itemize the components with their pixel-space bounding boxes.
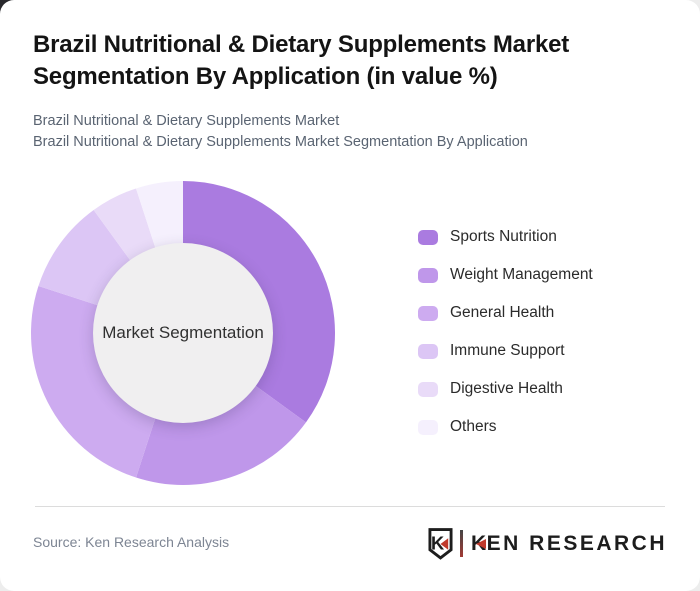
logo-divider-bar bbox=[459, 530, 463, 557]
legend-label: Others bbox=[450, 418, 497, 435]
legend-item-weight-management[interactable]: Weight Management bbox=[418, 266, 593, 283]
logo-red-triangle-icon bbox=[475, 538, 486, 549]
legend-label: Weight Management bbox=[450, 266, 593, 283]
legend-label: General Health bbox=[450, 304, 555, 321]
legend-label: Immune Support bbox=[450, 342, 565, 359]
source-text: Source: Ken Research Analysis bbox=[33, 534, 230, 550]
chart-legend: Sports Nutrition Weight Management General… bbox=[418, 228, 593, 457]
ken-research-logo: K K EN RESEARCH bbox=[428, 527, 667, 560]
donut-chart: Market Segmentation bbox=[31, 181, 335, 485]
legend-swatch-icon bbox=[418, 305, 438, 321]
donut-center: Market Segmentation bbox=[93, 243, 273, 423]
ken-research-badge-icon: K bbox=[428, 527, 453, 560]
page-title: Brazil Nutritional & Dietary Supplements… bbox=[33, 31, 570, 90]
logo-wordmark-rest: EN RESEARCH bbox=[486, 531, 667, 555]
legend-swatch-icon bbox=[418, 229, 438, 245]
legend-label: Sports Nutrition bbox=[450, 228, 557, 245]
breadcrumb-line-1: Brazil Nutritional & Dietary Supplements… bbox=[33, 113, 340, 129]
legend-swatch-icon bbox=[418, 381, 438, 397]
legend-label: Digestive Health bbox=[450, 380, 563, 397]
chart-breadcrumb: Brazil Nutritional & Dietary Supplements… bbox=[33, 111, 528, 153]
legend-item-others[interactable]: Others bbox=[418, 418, 593, 435]
legend-item-general-health[interactable]: General Health bbox=[418, 304, 593, 321]
badge-red-triangle-icon bbox=[440, 537, 449, 550]
legend-swatch-icon bbox=[418, 419, 438, 435]
logo-wordmark: K EN RESEARCH bbox=[471, 532, 667, 556]
legend-swatch-icon bbox=[418, 343, 438, 359]
donut-center-label: Market Segmentation bbox=[102, 323, 264, 342]
footer-divider bbox=[35, 506, 665, 507]
badge-letter: K bbox=[431, 532, 445, 553]
legend-item-immune-support[interactable]: Immune Support bbox=[418, 342, 593, 359]
legend-swatch-icon bbox=[418, 267, 438, 283]
legend-item-digestive-health[interactable]: Digestive Health bbox=[418, 380, 593, 397]
legend-item-sports-nutrition[interactable]: Sports Nutrition bbox=[418, 228, 593, 245]
breadcrumb-line-2: Brazil Nutritional & Dietary Supplements… bbox=[33, 134, 528, 150]
